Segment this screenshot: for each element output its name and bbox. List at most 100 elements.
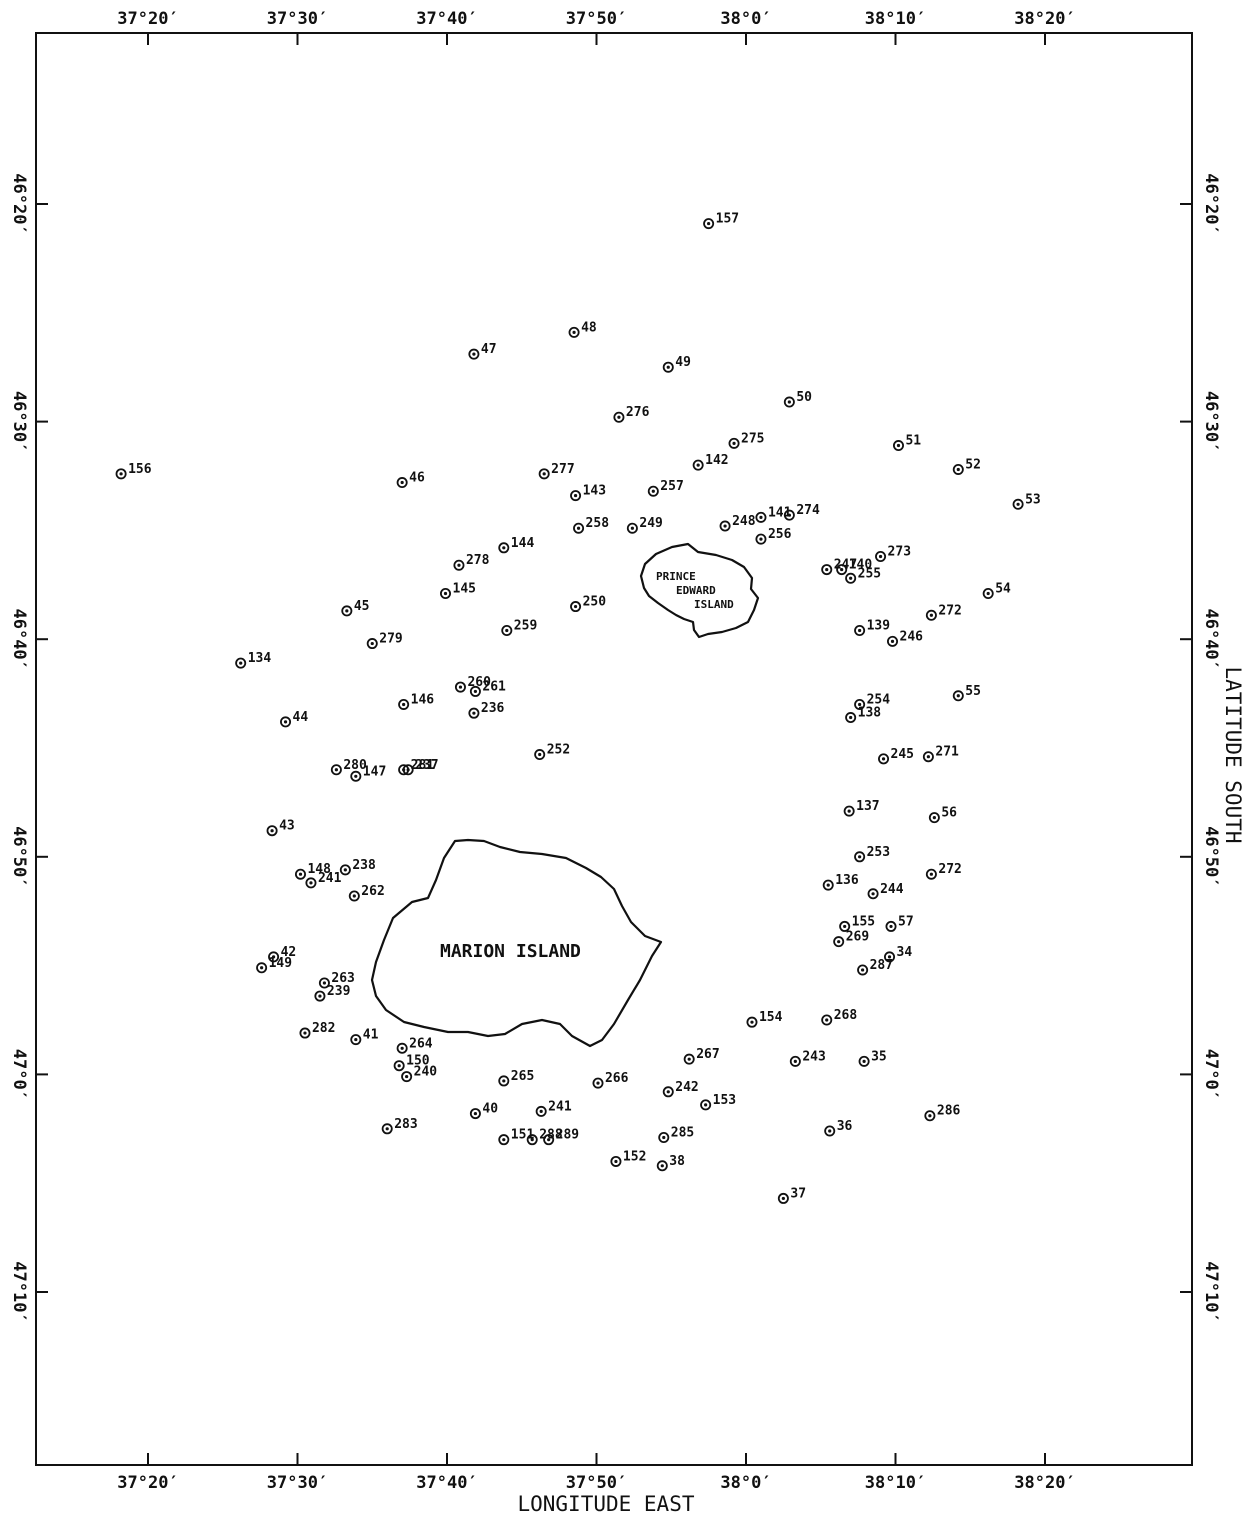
station-label: 239: [327, 984, 350, 999]
station-marker: [305, 877, 317, 889]
station-marker: [401, 1071, 413, 1083]
station-label: 146: [411, 692, 435, 707]
station-marker: [746, 1016, 758, 1028]
station-marker-center: [825, 567, 829, 572]
station-label: 276: [626, 405, 650, 420]
station-marker: [843, 805, 855, 817]
station-label: 45: [354, 599, 370, 614]
station-marker-center: [871, 892, 875, 896]
station-marker: [469, 685, 481, 697]
station-48: 48: [568, 320, 597, 338]
station-marker-center: [932, 816, 936, 820]
station-label: 264: [409, 1036, 433, 1051]
station-label: 236: [481, 701, 505, 716]
station-marker: [498, 1134, 510, 1146]
lat-tick-label-left: 47°0′: [9, 1049, 29, 1100]
station-266: 266: [592, 1071, 629, 1089]
station-253: 253: [854, 845, 890, 863]
station-marker: [393, 1060, 405, 1072]
station-label: 243: [802, 1049, 825, 1064]
station-marker: [703, 218, 715, 230]
lon-tick-label-top: 38°10′: [865, 9, 926, 29]
station-marker-center: [303, 1031, 307, 1035]
lon-tick-label-top: 37°30′: [267, 9, 328, 29]
station-marker-center: [572, 330, 576, 334]
station-246: 246: [887, 629, 923, 647]
station-label: 238: [352, 858, 376, 873]
station-marker-center: [662, 1135, 666, 1140]
lat-tick-label-right: 46°20′: [1201, 173, 1221, 234]
station-marker: [821, 564, 833, 576]
station-marker-center: [539, 1109, 543, 1113]
station-marker-center: [239, 661, 243, 665]
station-marker: [339, 864, 351, 876]
station-marker: [454, 681, 466, 693]
station-label: 281: [411, 758, 435, 773]
station-157: 157: [703, 212, 739, 230]
station-marker-center: [956, 467, 960, 472]
station-marker-center: [890, 639, 895, 643]
station-marker-center: [896, 443, 901, 448]
station-259: 259: [501, 618, 537, 636]
station-label: 38: [669, 1154, 685, 1169]
station-marker-center: [660, 1164, 664, 1168]
station-marker-center: [472, 711, 476, 715]
station-248: 248: [719, 514, 756, 532]
latitude-tick-group: 46°20′ 46°20′ 46°30′ 46°30′ 46°40′ 46°40′ 46°5…: [9, 173, 1221, 1322]
station-marker: [839, 920, 851, 932]
station-278: 278: [453, 553, 490, 571]
station-label: 268: [834, 1008, 858, 1023]
x-axis-title: LONGITUDE EAST: [517, 1492, 694, 1516]
lat-tick-label-right: 47°0′: [1201, 1049, 1221, 1100]
station-marker: [887, 635, 899, 647]
station-271: 271: [922, 745, 959, 763]
station-136: 136: [822, 873, 859, 891]
station-marker: [700, 1099, 712, 1111]
station-label: 44: [293, 710, 309, 725]
stations-layer: 157 48 47 49 50 276 51 275 156 52 142 277 46 143 257 53…: [115, 212, 1041, 1204]
station-242: 242: [662, 1080, 699, 1098]
station-marker-center: [617, 415, 621, 419]
station-label: 277: [551, 462, 574, 477]
station-marker: [656, 1160, 668, 1172]
station-152: 152: [610, 1149, 646, 1167]
station-marker: [924, 1110, 936, 1122]
station-52: 52: [952, 457, 981, 475]
station-marker-center: [707, 221, 711, 226]
marion-island-label: MARION ISLAND: [440, 941, 581, 962]
station-label: 138: [858, 706, 882, 721]
station-247: 247: [821, 558, 857, 576]
station-marker-center: [889, 924, 893, 929]
station-55: 55: [952, 684, 981, 702]
station-label: 273: [888, 545, 911, 560]
lon-tick-label-top: 37°40′: [416, 9, 477, 29]
station-marker: [728, 437, 740, 449]
station-57: 57: [885, 914, 914, 932]
station-label: 153: [713, 1093, 736, 1108]
station-38: 38: [656, 1154, 685, 1172]
station-279: 279: [366, 632, 403, 650]
station-marker: [858, 1055, 870, 1067]
station-marker-center: [787, 513, 791, 517]
station-marker: [857, 964, 869, 976]
station-marker-center: [318, 994, 322, 998]
station-label: 286: [937, 1104, 961, 1119]
station-marker: [468, 707, 480, 719]
station-label: 152: [623, 1149, 646, 1164]
station-marker-center: [847, 809, 851, 813]
station-label: 245: [891, 747, 914, 762]
station-marker: [396, 477, 408, 489]
station-marker-center: [542, 472, 546, 476]
station-marker-center: [759, 537, 763, 541]
station-marker-center: [858, 628, 862, 633]
station-marker: [469, 1108, 481, 1120]
station-label: 266: [605, 1071, 629, 1086]
station-label: 285: [671, 1126, 694, 1141]
station-marker: [299, 1027, 311, 1039]
station-label: 154: [759, 1010, 783, 1025]
station-marker-center: [759, 515, 763, 519]
lon-tick-label-top: 37°20′: [117, 9, 178, 29]
station-282: 282: [299, 1021, 335, 1039]
station-marker: [402, 764, 414, 776]
station-49: 49: [662, 355, 691, 373]
